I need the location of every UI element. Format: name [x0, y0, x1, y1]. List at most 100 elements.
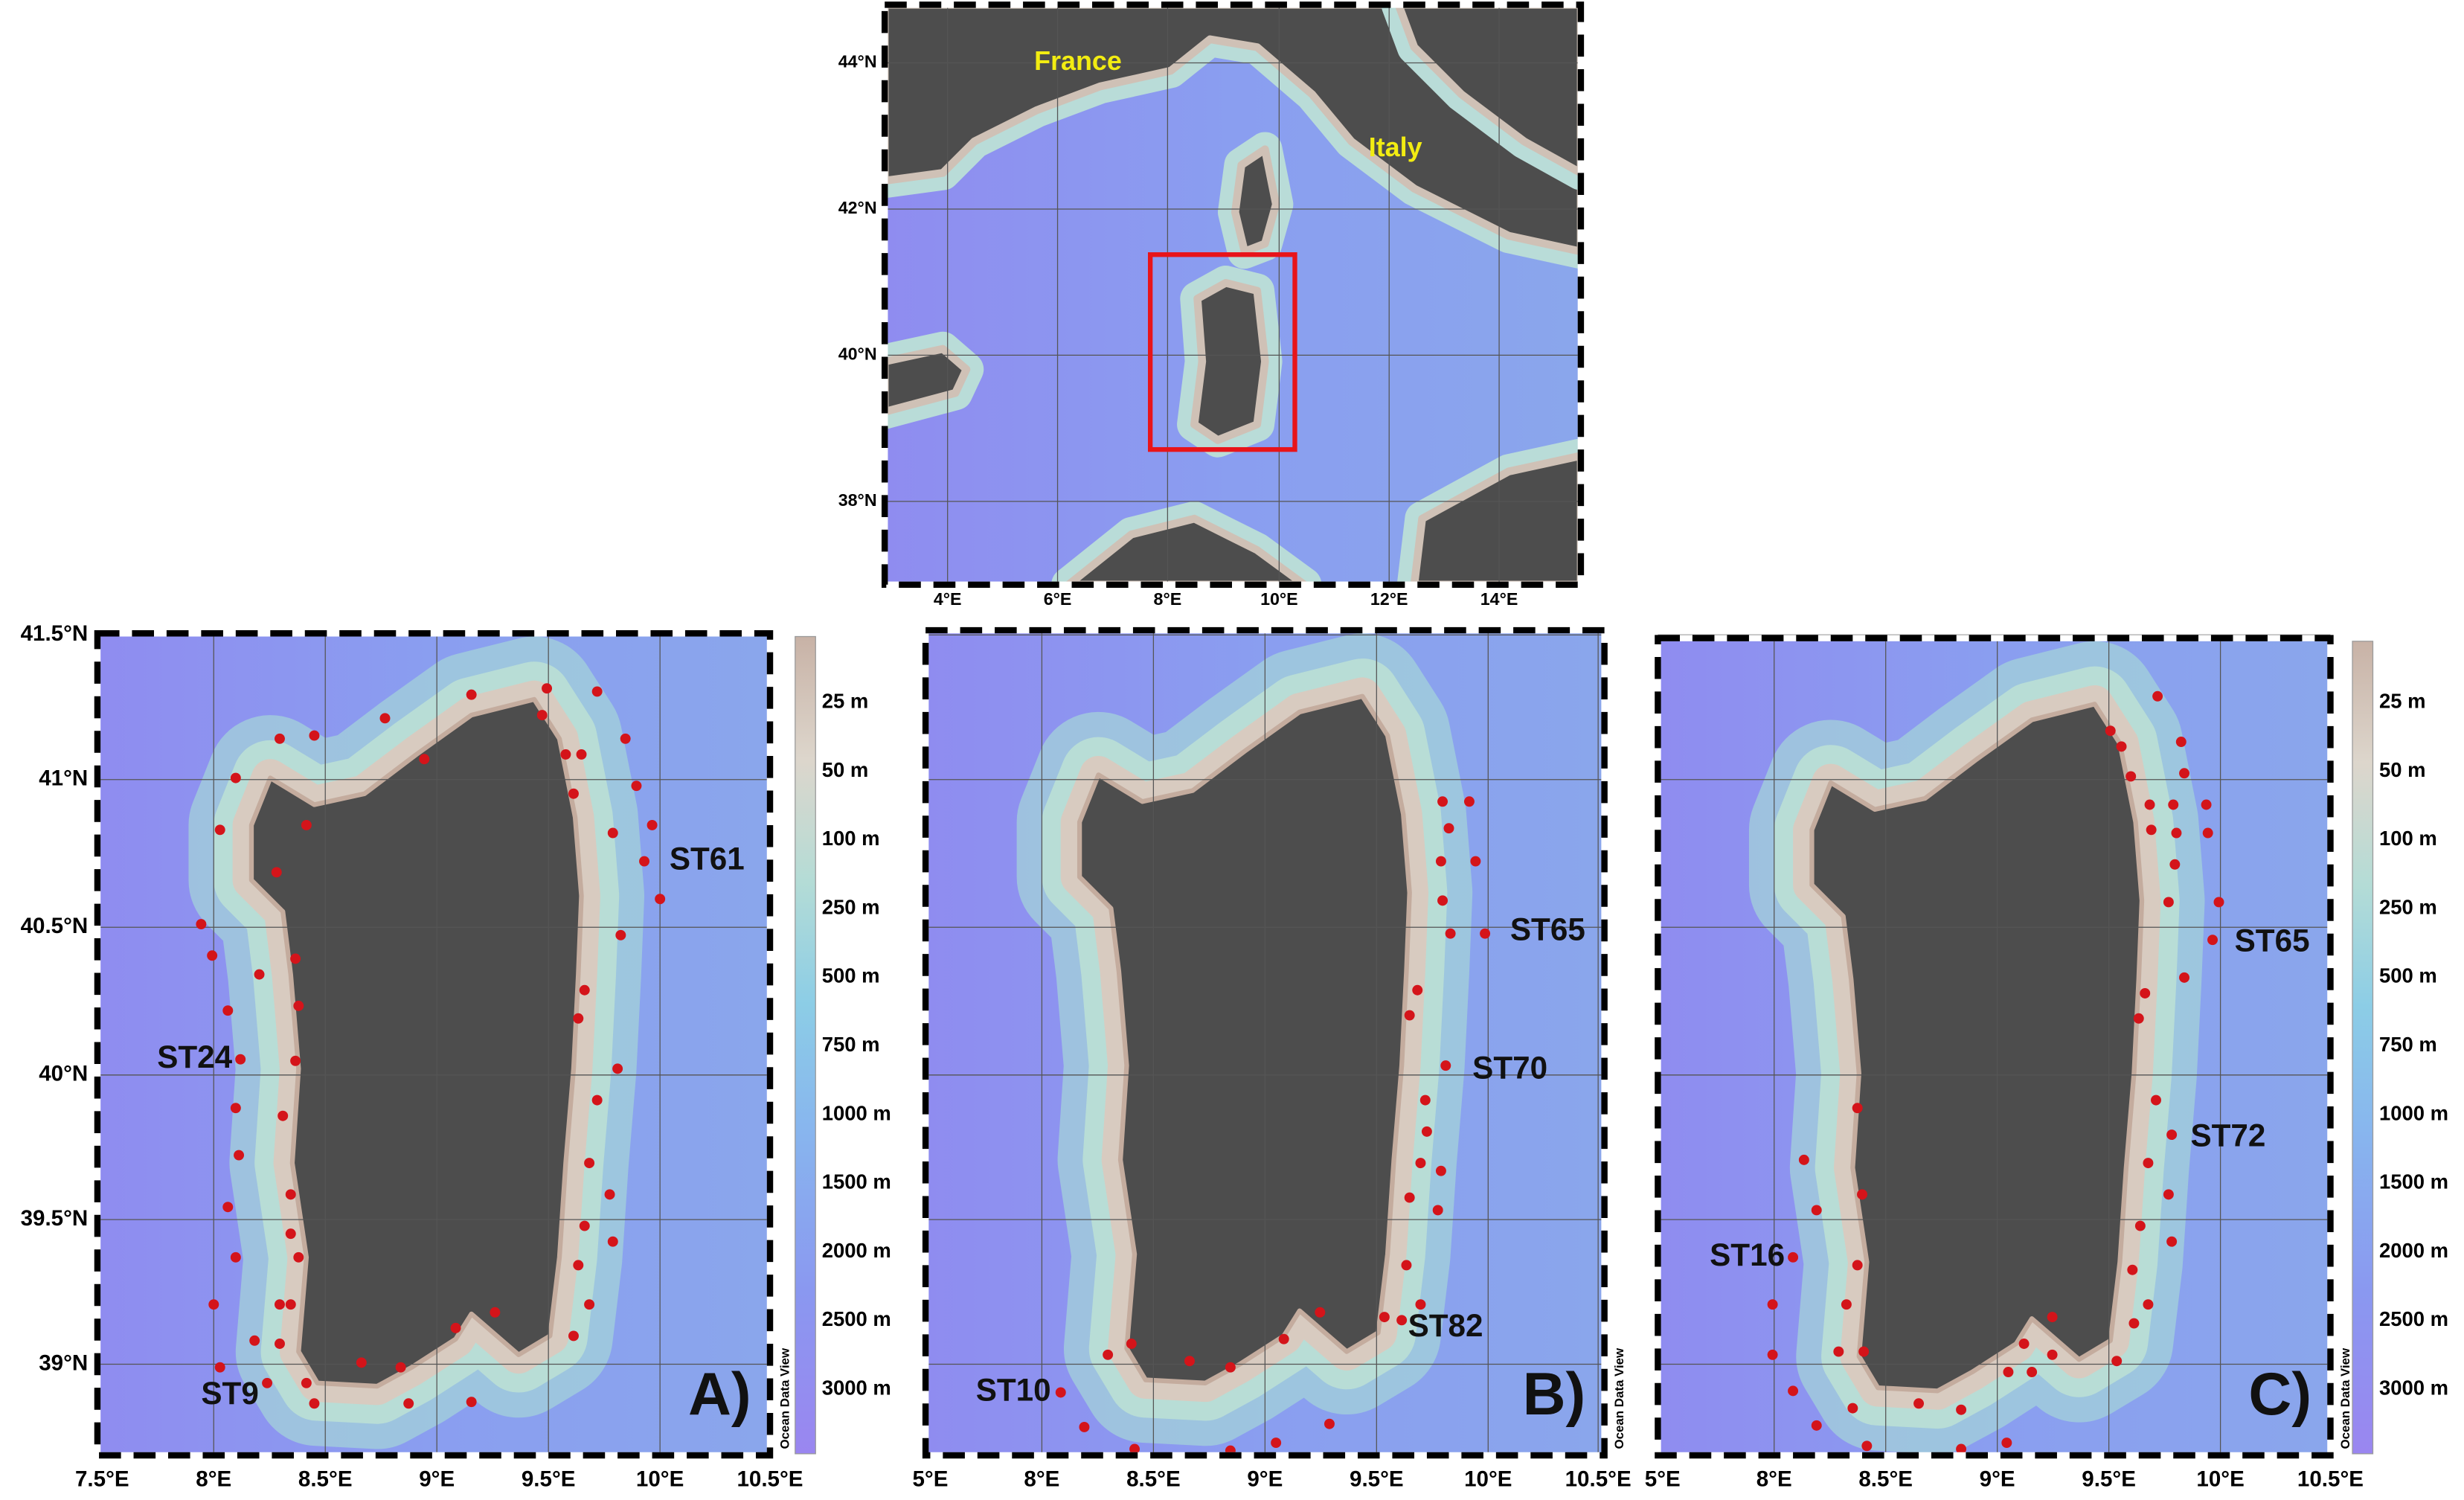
frame — [922, 626, 1608, 1459]
lon-tick-label: 10°E — [2196, 1467, 2244, 1492]
overview-map: France Italy 44°N 42°N 40°N 38°N 4°E 6°E 8°E 10°E… — [838, 1, 1585, 609]
baleares — [885, 344, 971, 416]
panel-label: C) — [2248, 1361, 2311, 1428]
station-dot — [1440, 1060, 1451, 1071]
station-label: ST70 — [1472, 1051, 1547, 1086]
station-dot — [2171, 827, 2182, 839]
station-dot — [1404, 1192, 1415, 1203]
station-dot — [1404, 1010, 1415, 1021]
station-dot — [1852, 1103, 1863, 1114]
sardinia — [248, 696, 584, 1389]
station-dot — [419, 754, 430, 765]
lon-tick-label: 9°E — [1247, 1467, 1283, 1492]
station-dot — [290, 953, 301, 964]
station-dot — [2213, 897, 2224, 908]
station-dot — [290, 1055, 301, 1066]
station-dot — [1463, 796, 1475, 807]
station-dot — [604, 1189, 615, 1200]
colorbar-label: 2500 m — [2379, 1307, 2448, 1330]
lat-tick-label: 40.5°N — [21, 914, 89, 938]
station-dot — [2151, 1094, 2161, 1106]
frame — [881, 1, 1585, 589]
colorbar-label: 100 m — [2379, 827, 2437, 850]
station-dot — [1401, 1260, 1412, 1271]
station-dot — [1956, 1404, 1967, 1415]
lon-tick-label: 8°E — [196, 1467, 231, 1492]
lon-tick-label: 8.5°E — [298, 1467, 353, 1492]
colorbar-label: 1500 m — [2379, 1170, 2448, 1193]
lon-tick-label: 6°E — [1044, 589, 1072, 609]
lon-tick-label: 10.5°E — [2297, 1467, 2364, 1492]
station-dot — [2111, 1356, 2123, 1367]
station-dot — [2027, 1367, 2038, 1377]
station-dot — [196, 919, 207, 930]
colorbar-label: 3000 m — [2379, 1376, 2448, 1400]
station-dot — [277, 1110, 289, 1121]
station-dot — [1811, 1420, 1822, 1431]
station-dot — [234, 1150, 245, 1161]
station-dot — [584, 1158, 595, 1169]
lon-tick-label: 12°E — [1370, 589, 1408, 609]
colorbar-label: 50 m — [2379, 758, 2426, 781]
station-dot — [612, 1063, 623, 1074]
station-dot — [1811, 1205, 1822, 1216]
station-dot — [403, 1398, 414, 1409]
station-dot — [2163, 897, 2174, 908]
station-dot — [2128, 1318, 2140, 1329]
station-dot — [2143, 1299, 2154, 1310]
station-dot — [568, 788, 579, 799]
colorbar-label: 3000 m — [822, 1376, 891, 1400]
station-dot — [2146, 824, 2157, 836]
station-dot — [395, 1362, 406, 1373]
station-dot — [293, 1000, 304, 1011]
station-dot — [249, 1335, 260, 1346]
lon-tick-label: 4°E — [934, 589, 962, 609]
lon-tick-label: 10°E — [1464, 1467, 1512, 1492]
lon-tick-label: 10.5°E — [1565, 1467, 1632, 1492]
lon-tick-label: 10°E — [1260, 589, 1298, 609]
credit: Ocean Data View — [1612, 1347, 1626, 1449]
station-dot — [214, 824, 225, 836]
station-label: ST82 — [1408, 1308, 1483, 1343]
station-label: ST65 — [1510, 912, 1585, 947]
station-dot — [1833, 1346, 1844, 1357]
colorbar-label: 2500 m — [822, 1307, 891, 1330]
sardinia-group — [1016, 633, 1473, 1446]
station-dot — [1396, 1315, 1408, 1326]
colorbar-label: 50 m — [822, 758, 869, 781]
station-dot — [2168, 799, 2179, 810]
station-dot — [1419, 1094, 1431, 1106]
station-dot — [214, 1362, 225, 1373]
station-dot — [2018, 1339, 2030, 1349]
station-dot — [1278, 1333, 1289, 1344]
sicily-africa — [1410, 452, 1581, 585]
station-dot — [1841, 1299, 1852, 1310]
lon-tick-label: 9°E — [1980, 1467, 2015, 1492]
credit: Ocean Data View — [2338, 1347, 2352, 1449]
station-dot — [230, 772, 241, 783]
lat-tick-label: 38°N — [838, 490, 877, 510]
station-dot — [230, 1251, 241, 1263]
colorbar-label: 500 m — [2379, 964, 2437, 987]
colorbar — [2352, 641, 2374, 1455]
station-label: ST72 — [2190, 1118, 2265, 1153]
sardinia — [1190, 278, 1269, 444]
station-label: ST16 — [1710, 1237, 1785, 1272]
station-dot — [2179, 972, 2189, 983]
station-dot — [1435, 1165, 1446, 1176]
colorbar-label: 2000 m — [2379, 1239, 2448, 1262]
station-dot — [285, 1228, 296, 1240]
station-dot — [1055, 1387, 1066, 1398]
lat-tick-label: 40°N — [838, 344, 877, 364]
station-dot — [222, 1005, 234, 1016]
station-dot — [2175, 737, 2187, 747]
station-dot — [631, 781, 642, 792]
station-dot — [1415, 1158, 1426, 1169]
colorbar-label: 25 m — [2379, 689, 2426, 712]
station-dot — [536, 710, 548, 721]
station-dot — [1445, 928, 1456, 939]
station-dot — [450, 1322, 461, 1333]
lon-tick-label: 14°E — [1480, 589, 1518, 609]
station-dot — [2125, 771, 2137, 782]
station-dot — [2116, 741, 2127, 752]
